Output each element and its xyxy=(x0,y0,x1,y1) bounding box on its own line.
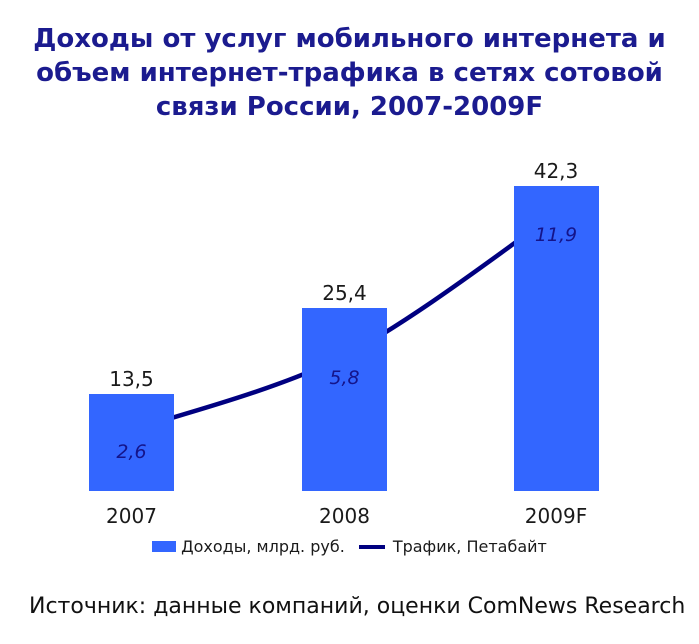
axis-label-2008: 2008 xyxy=(319,504,370,528)
revenue-legend-swatch-icon xyxy=(152,541,177,552)
axis-label-2009F: 2009F xyxy=(524,504,588,528)
traffic-legend-line-icon xyxy=(358,544,385,549)
legend: Доходы, млрд. руб. Трафик, Петабайт xyxy=(0,537,699,556)
traffic-value-label-2007: 2,6 xyxy=(116,441,147,464)
chart-title: Доходы от услуг мобильного интернета и о… xyxy=(33,24,666,122)
axis-label-2007: 2007 xyxy=(106,504,157,528)
revenue-value-label-2008: 25,4 xyxy=(322,281,367,305)
traffic-value-label-2009F: 11,9 xyxy=(534,224,578,247)
revenue-value-label-2007: 13,5 xyxy=(109,367,154,391)
revenue-bar-2007 xyxy=(89,394,174,491)
revenue-value-label-2009F: 42,3 xyxy=(533,159,579,183)
traffic-value-label-2008: 5,8 xyxy=(329,366,360,389)
revenue-bar-2009F xyxy=(513,186,599,491)
traffic-legend-label: Трафик, Петабайт xyxy=(392,537,547,556)
source-note: Источник: данные компаний, оценки ComNew… xyxy=(29,594,686,619)
revenue-legend-label: Доходы, млрд. руб. xyxy=(181,537,345,556)
revenue-bar-2008 xyxy=(302,308,387,491)
